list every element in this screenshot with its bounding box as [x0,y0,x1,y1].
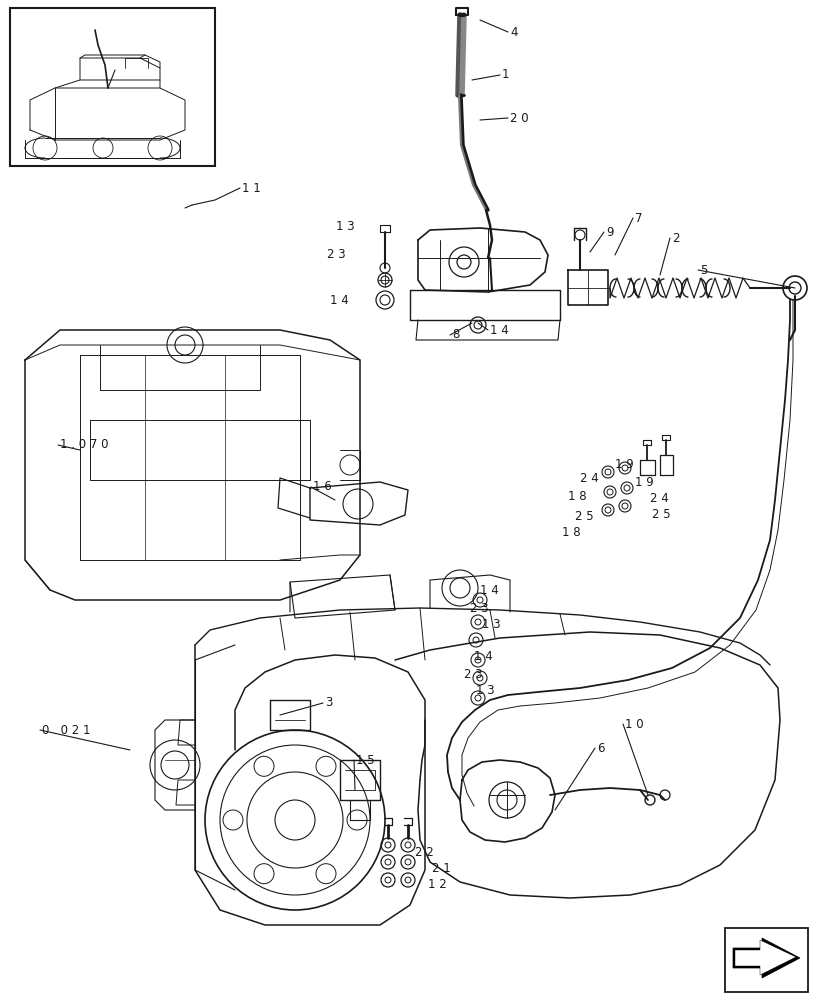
Text: 1 3: 1 3 [482,618,501,632]
Text: 2 2: 2 2 [415,846,434,858]
Text: 0 . 0 2 1: 0 . 0 2 1 [42,724,91,736]
Text: 2 3: 2 3 [464,668,482,680]
Text: 1 0: 1 0 [625,718,644,730]
Text: 1 2: 1 2 [428,878,446,890]
Text: 2 5: 2 5 [652,508,671,520]
Text: 3: 3 [325,696,332,710]
Text: 1 5: 1 5 [356,754,375,766]
Text: 1 4: 1 4 [480,584,499,596]
Text: 1 8: 1 8 [562,526,581,540]
Bar [10,8,215,166]
Text: 1 8: 1 8 [568,490,587,504]
Text: 2: 2 [672,232,680,244]
Text: 6: 6 [597,742,605,754]
Text: 9: 9 [606,226,614,238]
Text: 2 0: 2 0 [510,111,529,124]
Text: 2 5: 2 5 [575,510,593,522]
Text: 5: 5 [700,263,707,276]
Text: 2 3: 2 3 [327,248,346,261]
Text: 7: 7 [635,212,642,225]
Text: 2 1: 2 1 [432,861,450,874]
Text: 4: 4 [510,25,517,38]
Text: 1 9: 1 9 [615,458,634,472]
Text: 1 . 0 7 0: 1 . 0 7 0 [60,438,109,452]
Text: 1 4: 1 4 [474,650,493,662]
Text: 1 3: 1 3 [336,220,355,232]
Text: 2 3: 2 3 [470,601,489,614]
Bar [725,928,808,992]
Text: 2 4: 2 4 [580,472,599,485]
Text: 2 4: 2 4 [650,491,669,504]
Text: 1 4: 1 4 [330,294,348,306]
Text: 1 1: 1 1 [242,182,261,194]
Polygon shape [735,940,796,975]
Text: 1 3: 1 3 [476,684,494,696]
Text: 1: 1 [502,68,509,82]
Text: 8: 8 [452,328,459,342]
Text: 1 9: 1 9 [635,477,654,489]
Text: 1 6: 1 6 [313,481,332,493]
Polygon shape [733,938,800,978]
Text: 1 4: 1 4 [490,324,508,336]
